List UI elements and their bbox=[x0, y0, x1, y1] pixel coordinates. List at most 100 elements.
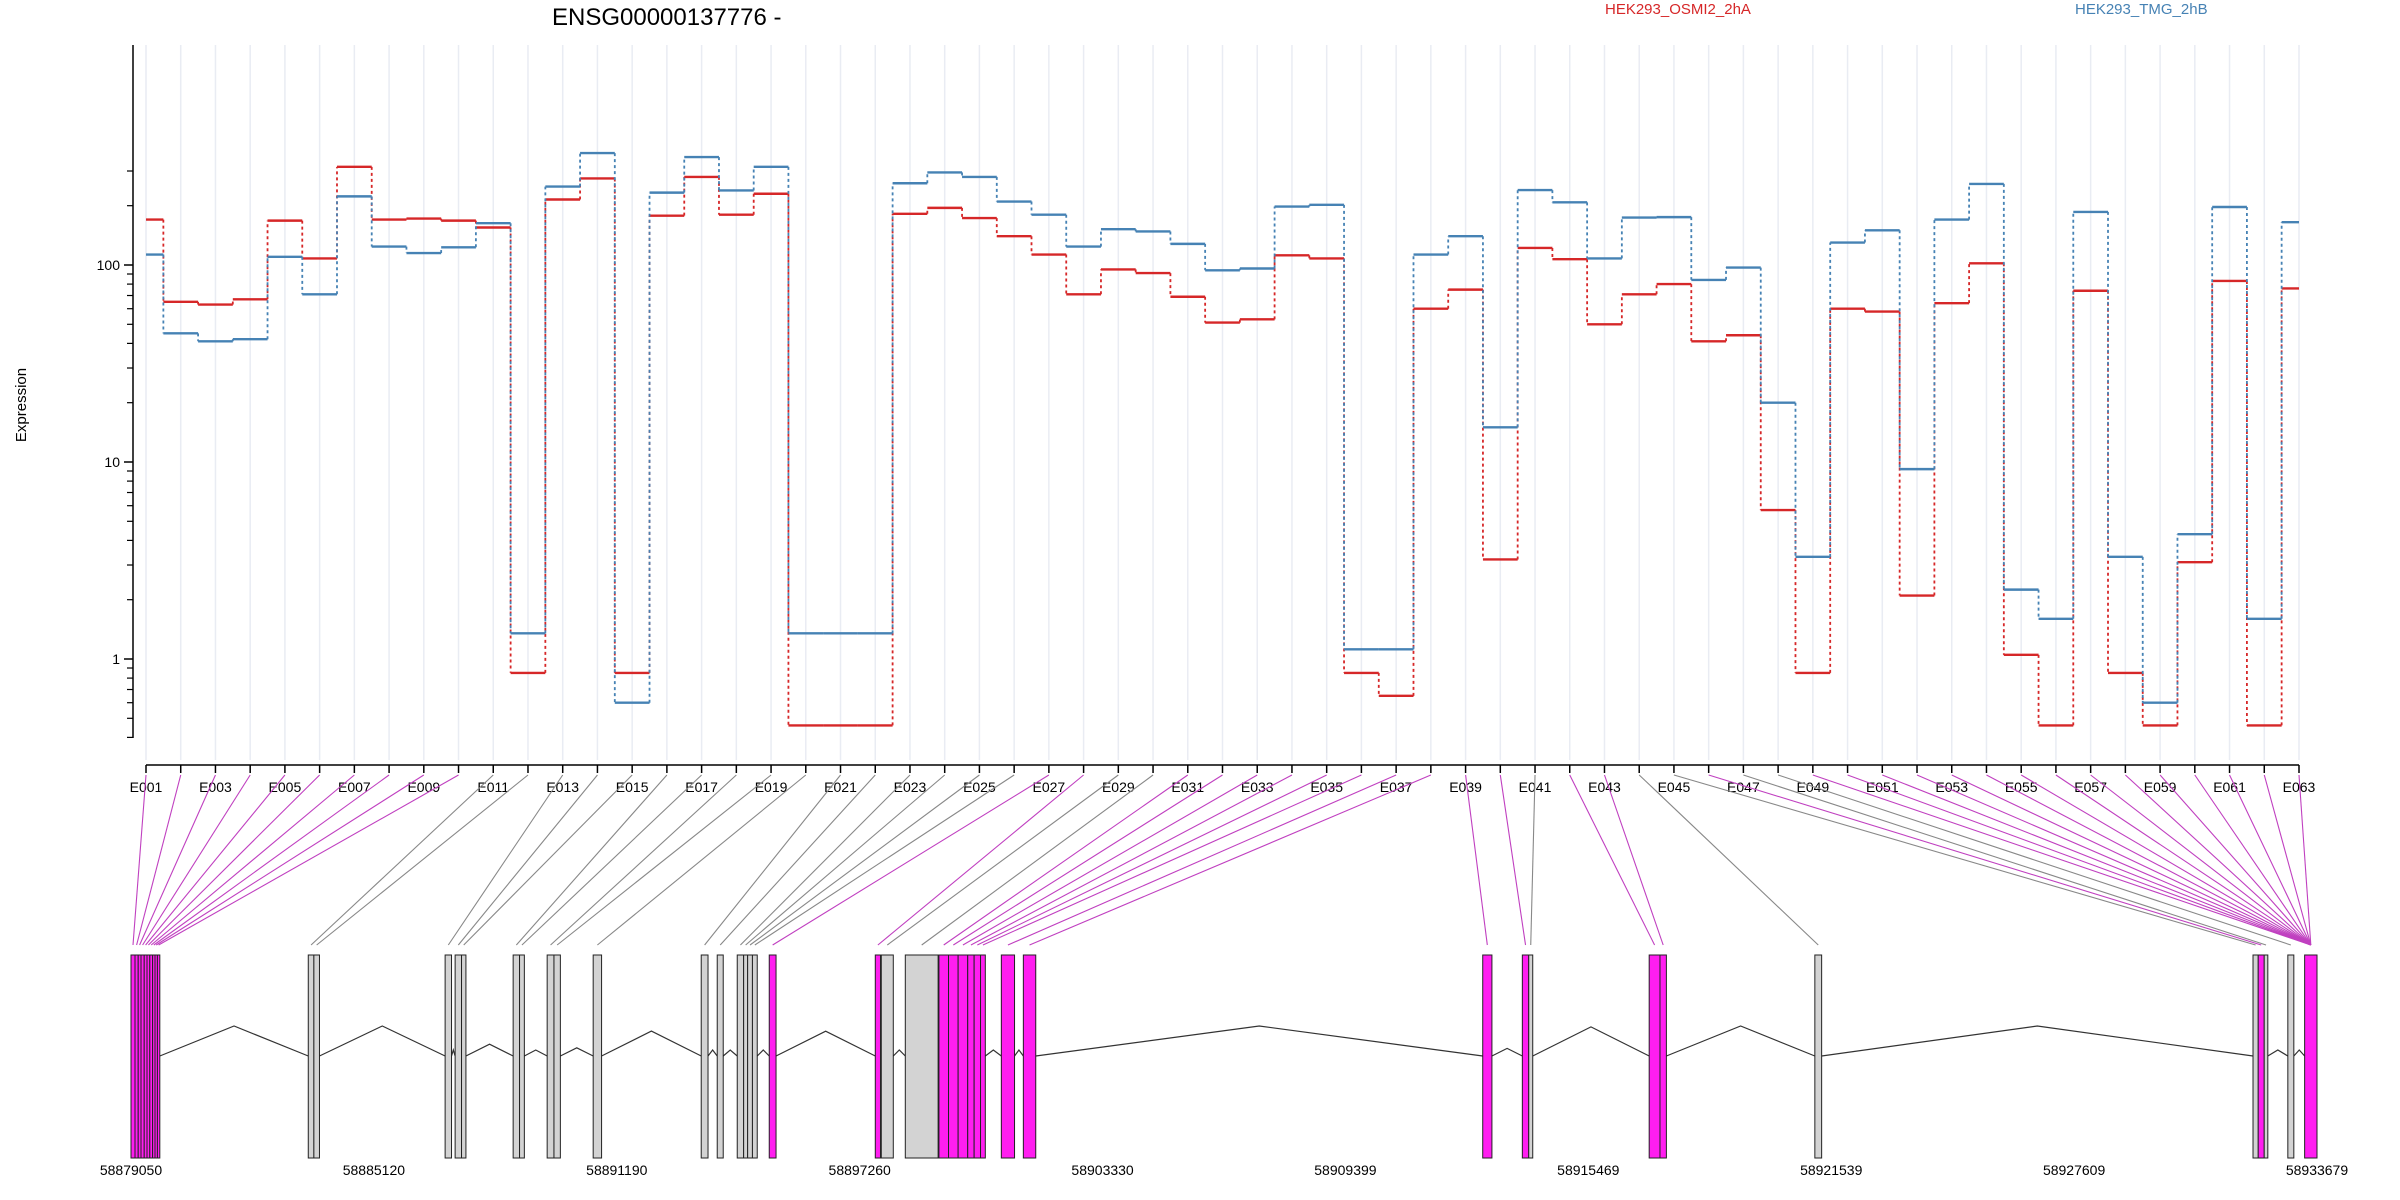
exon bbox=[736, 954, 745, 1159]
series-lines bbox=[146, 151, 2299, 727]
exon-highlighted bbox=[1482, 954, 1493, 1159]
intron-line bbox=[892, 1049, 906, 1057]
genomic-coordinate-label: 58921539 bbox=[1800, 1162, 1863, 1178]
exon-connector-E027 bbox=[772, 774, 1050, 946]
exon-highlighted bbox=[957, 954, 969, 1159]
genomic-coordinate-label: 58909399 bbox=[1314, 1162, 1377, 1178]
x-tick-label: E051 bbox=[1866, 779, 1899, 795]
exon-highlighted bbox=[1659, 954, 1667, 1159]
exon bbox=[2252, 954, 2259, 1159]
intron-line bbox=[560, 1047, 594, 1057]
exon-connector-E047 bbox=[1743, 774, 2267, 946]
exon bbox=[553, 954, 561, 1159]
exon-connector-E063 bbox=[2298, 774, 2312, 946]
exon-highlighted bbox=[156, 954, 161, 1159]
genomic-coordinate-label: 58903330 bbox=[1071, 1162, 1134, 1178]
intron-line bbox=[707, 1049, 718, 1057]
exon bbox=[743, 954, 749, 1159]
x-tick-label: E025 bbox=[963, 779, 996, 795]
exon-connector-E016 bbox=[515, 774, 668, 946]
exon bbox=[512, 954, 521, 1159]
x-tick-label: E001 bbox=[130, 779, 163, 795]
exon-connector-E037 bbox=[1007, 774, 1397, 946]
exon-connector-E039 bbox=[1465, 774, 1488, 946]
exon-connector-E051 bbox=[1882, 774, 2312, 946]
legend-series-tmg: HEK293_TMG_2hB bbox=[2075, 1, 2208, 18]
exon-connector-E025 bbox=[749, 774, 980, 946]
x-tick-label: E031 bbox=[1171, 779, 1204, 795]
exon-connector-E001 bbox=[132, 774, 147, 946]
exon bbox=[880, 954, 894, 1159]
exon bbox=[454, 954, 463, 1159]
exon-highlighted bbox=[1521, 954, 1530, 1159]
x-tick-label: E021 bbox=[824, 779, 857, 795]
exon-connector-E057 bbox=[2090, 774, 2312, 946]
intron-line bbox=[775, 1030, 876, 1057]
legend-series-osmi2: HEK293_OSMI2_2hA bbox=[1605, 1, 1751, 18]
exon-highlighted bbox=[948, 954, 959, 1159]
exon-connector-E048 bbox=[1777, 774, 2292, 946]
x-tick-label: E059 bbox=[2144, 779, 2177, 795]
intron-line bbox=[1035, 1025, 1483, 1057]
exon-highlighted bbox=[130, 954, 136, 1159]
y-tick-label: 1 bbox=[112, 651, 120, 667]
exon-connector-E008 bbox=[153, 774, 390, 946]
exon-connector-E032 bbox=[953, 774, 1223, 946]
intron-line bbox=[984, 1049, 1002, 1057]
exon-connector-E054 bbox=[1986, 774, 2312, 946]
x-tick-label: E019 bbox=[755, 779, 788, 795]
intron-line bbox=[2293, 1049, 2306, 1057]
exon-connector-E045 bbox=[1673, 774, 2256, 946]
exon-connector-E026 bbox=[754, 774, 1015, 946]
exon-connector-E034 bbox=[970, 774, 1293, 946]
intron-line bbox=[524, 1049, 548, 1057]
exon-connector-E012 bbox=[316, 774, 529, 946]
genomic-coordinate-label: 58897260 bbox=[829, 1162, 892, 1178]
exon bbox=[716, 954, 724, 1159]
x-tick-label: E057 bbox=[2074, 779, 2107, 795]
exon-connector-E035 bbox=[977, 774, 1327, 946]
exon bbox=[546, 954, 555, 1159]
exon-connector-E022 bbox=[719, 774, 876, 946]
intron-line bbox=[465, 1043, 514, 1057]
exon-highlighted bbox=[2304, 954, 2318, 1159]
exon-connector-E011 bbox=[310, 774, 494, 946]
exon-connector-E036 bbox=[982, 774, 1362, 946]
x-tick-label: E029 bbox=[1102, 779, 1135, 795]
exon bbox=[2287, 954, 2295, 1159]
exon-connector-E006 bbox=[148, 774, 321, 946]
x-tick-label: E011 bbox=[477, 779, 509, 795]
y-tick-label: 100 bbox=[97, 257, 121, 273]
x-tick-label: E009 bbox=[407, 779, 440, 795]
x-tick-label: E017 bbox=[685, 779, 718, 795]
exon-highlighted bbox=[2257, 954, 2265, 1159]
chart-title: ENSG00000137776 - bbox=[552, 4, 782, 31]
exon-connector-E019 bbox=[556, 774, 772, 946]
exon bbox=[700, 954, 709, 1159]
exon-connector-E007 bbox=[150, 774, 355, 946]
exon-connector-E009 bbox=[155, 774, 425, 946]
x-tick-label: E053 bbox=[1935, 779, 1968, 795]
exon-connector-E002 bbox=[136, 774, 182, 946]
exon-connector-E062 bbox=[2263, 774, 2312, 946]
exon-highlighted bbox=[1000, 954, 1016, 1159]
x-tick-label: E033 bbox=[1241, 779, 1274, 795]
intron-line bbox=[450, 1047, 456, 1057]
exon-connector-E055 bbox=[2020, 774, 2312, 946]
intron-line bbox=[319, 1025, 446, 1057]
x-tick-label: E035 bbox=[1310, 779, 1343, 795]
exon-highlighted bbox=[980, 954, 986, 1159]
genomic-coordinate-label: 58879050 bbox=[100, 1162, 163, 1178]
intron-line bbox=[1014, 1048, 1024, 1057]
exon-connector-E040 bbox=[1499, 774, 1527, 946]
x-tick-label: E061 bbox=[2213, 779, 2246, 795]
intron-line bbox=[159, 1025, 309, 1057]
exon-connector-E031 bbox=[943, 774, 1189, 946]
exon-highlighted bbox=[768, 954, 777, 1159]
gene-model bbox=[130, 954, 2318, 1159]
exon-connector-E024 bbox=[745, 774, 946, 946]
intron-line bbox=[2267, 1049, 2289, 1057]
genomic-coordinate-label: 58933679 bbox=[2286, 1162, 2349, 1178]
x-tick-label: E039 bbox=[1449, 779, 1482, 795]
exon-connector-E049 bbox=[1812, 774, 2311, 946]
